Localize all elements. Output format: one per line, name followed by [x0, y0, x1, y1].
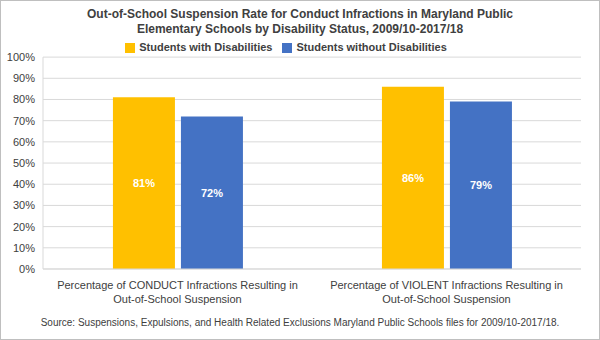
svg-text:80%: 80%	[13, 93, 35, 105]
svg-text:50%: 50%	[13, 157, 35, 169]
svg-text:10%: 10%	[13, 242, 35, 254]
html-text:Students with Disabilities: Students with Disabilities	[139, 41, 273, 53]
svg-text:79%: 79%	[470, 179, 492, 191]
svg-text:Percentage of CONDUCT Infracti: Percentage of CONDUCT Infractions Result…	[57, 279, 298, 305]
svg-text:Percentage of VIOLENT Infracti: Percentage of VIOLENT Infractions Result…	[330, 279, 563, 305]
html-text:Out-of-School Suspension Rate: Out-of-School Suspension Rate for Conduc…	[87, 7, 513, 36]
svg-text:30%: 30%	[13, 199, 35, 211]
html-text:Students without Disabilities: Students without Disabilities	[296, 41, 447, 53]
svg-text:81%: 81%	[133, 177, 155, 189]
svg-text:70%: 70%	[13, 115, 35, 127]
svg-text:86%: 86%	[402, 172, 424, 184]
svg-text:40%: 40%	[13, 178, 35, 190]
svg-text:20%: 20%	[13, 221, 35, 233]
svg-text:90%: 90%	[13, 72, 35, 84]
svg-text:0%: 0%	[19, 263, 35, 275]
html-text:Source: Suspensions, Expulsion: Source: Suspensions, Expulsions, and Hea…	[40, 317, 560, 328]
svg-text:72%: 72%	[201, 187, 223, 199]
svg-text:60%: 60%	[13, 136, 35, 148]
svg-text:100%: 100%	[8, 51, 35, 63]
